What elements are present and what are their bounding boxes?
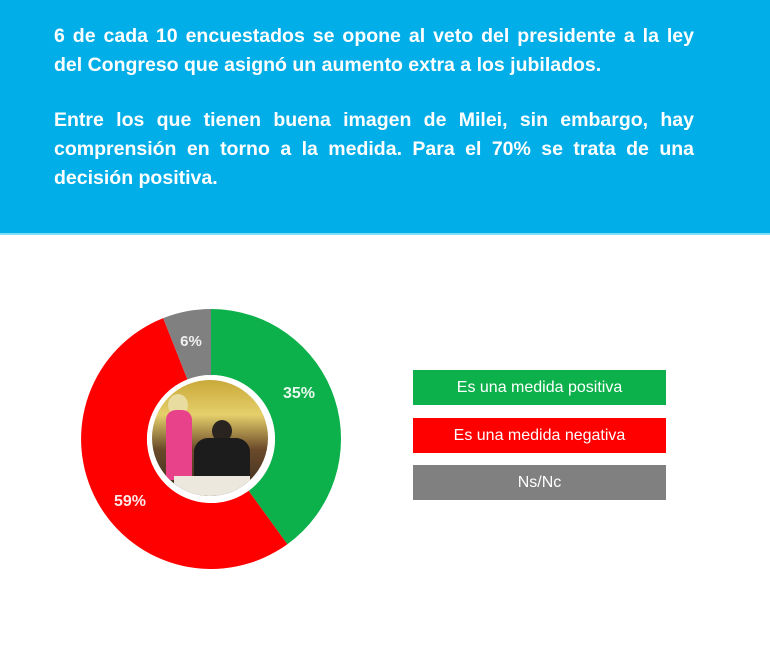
photo-man-head [212,420,232,442]
subheadline-paragraph: Entre los que tienen buena imagen de Mil… [54,109,694,189]
slice-negative [81,318,288,569]
legend-label: Ns/Nc [517,473,562,491]
label-negative: 59% [114,493,146,510]
slice-nsnc [163,309,211,380]
legend-label: Es una medida negativa [453,426,626,444]
headline-paragraph: 6 de cada 10 encuestados se opone al vet… [54,25,694,76]
photo-woman [166,410,192,480]
photo-man [194,438,250,478]
label-positive: 35% [283,385,315,402]
legend-item-nsnc: Ns/Nc [413,465,666,500]
center-photo [152,380,268,496]
legend-item-positive: Es una medida positiva [413,370,666,405]
slice-positive [211,309,342,545]
legend-label: Es una medida positiva [456,378,623,396]
legend-item-negative: Es una medida negativa [413,418,666,453]
photo-document [174,476,250,496]
label-nsnc: 6% [180,333,202,350]
header-banner: 6 de cada 10 encuestados se opone al vet… [0,0,770,235]
